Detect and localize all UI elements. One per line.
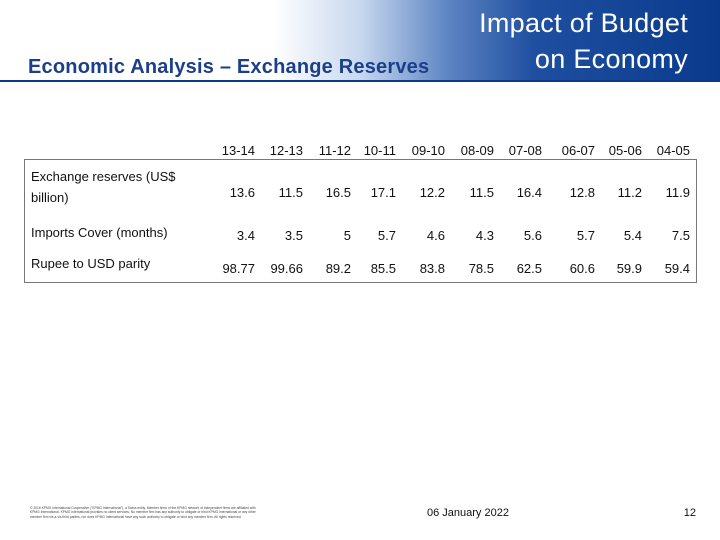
column-header: 06-07 bbox=[561, 143, 595, 158]
column-header: 11-12 bbox=[318, 143, 351, 158]
table-cell: 99.66 bbox=[270, 261, 303, 276]
slide-header bbox=[0, 0, 720, 82]
table-cell: 3.5 bbox=[284, 228, 303, 243]
page-number: 12 bbox=[683, 507, 696, 519]
table-cell: 7.5 bbox=[671, 228, 690, 243]
table-cell: 16.5 bbox=[325, 185, 351, 200]
table-cell: 11.9 bbox=[665, 185, 690, 200]
slide-title-line1: Impact of Budget bbox=[479, 8, 688, 38]
table-cell: 85.5 bbox=[370, 261, 396, 276]
slide-title-line2: on Economy bbox=[534, 44, 688, 74]
table-cell: 16.4 bbox=[516, 185, 542, 200]
table-cell: 59.4 bbox=[664, 261, 690, 276]
table-cell: 5.4 bbox=[623, 228, 642, 243]
table-cell: 17.1 bbox=[370, 185, 396, 200]
table-cell: 5.7 bbox=[576, 228, 595, 243]
table-cell: 98.77 bbox=[222, 261, 255, 276]
table-cell: 4.3 bbox=[475, 228, 494, 243]
column-header: 07-08 bbox=[508, 143, 542, 158]
column-header: 12-13 bbox=[269, 143, 303, 158]
table-cell: 60.6 bbox=[569, 261, 595, 276]
column-header: 05-06 bbox=[608, 143, 642, 158]
table-cell: 11.5 bbox=[469, 185, 494, 200]
header-rule bbox=[0, 80, 720, 82]
table-cell: 12.2 bbox=[419, 185, 445, 200]
table-cell: 5.6 bbox=[523, 228, 542, 243]
table-cell: 12.8 bbox=[569, 185, 595, 200]
slide-subtitle: Economic Analysis – Exchange Reserves bbox=[28, 56, 430, 78]
column-header: 13-14 bbox=[221, 143, 255, 158]
footer-legal-text: © 2016 KPMG International Cooperative ("… bbox=[30, 506, 256, 519]
footer-date: 06 January 2022 bbox=[427, 507, 509, 519]
column-header: 04-05 bbox=[656, 143, 690, 158]
table-cell: 11.5 bbox=[278, 185, 303, 200]
table-cell: 78.5 bbox=[468, 261, 494, 276]
data-table-frame bbox=[24, 159, 697, 283]
table-cell: 89.2 bbox=[325, 261, 351, 276]
table-cell: 59.9 bbox=[616, 261, 642, 276]
row-label: Rupee to USD parity bbox=[31, 256, 151, 271]
table-cell: 62.5 bbox=[516, 261, 542, 276]
table-cell: 4.6 bbox=[426, 228, 445, 243]
row-label: Imports Cover (months) bbox=[31, 225, 168, 240]
table-cell: 11.2 bbox=[617, 185, 642, 200]
table-cell: 3.4 bbox=[236, 228, 255, 243]
table-cell: 13.6 bbox=[229, 185, 255, 200]
row-label: Exchange reserves (US$ billion) bbox=[31, 169, 176, 205]
column-header: 08-09 bbox=[460, 143, 494, 158]
column-header: 10-11 bbox=[363, 143, 396, 158]
table-cell: 83.8 bbox=[419, 261, 445, 276]
column-header: 09-10 bbox=[411, 143, 445, 158]
table-cell: 5 bbox=[343, 228, 351, 243]
table-cell: 5.7 bbox=[377, 228, 396, 243]
